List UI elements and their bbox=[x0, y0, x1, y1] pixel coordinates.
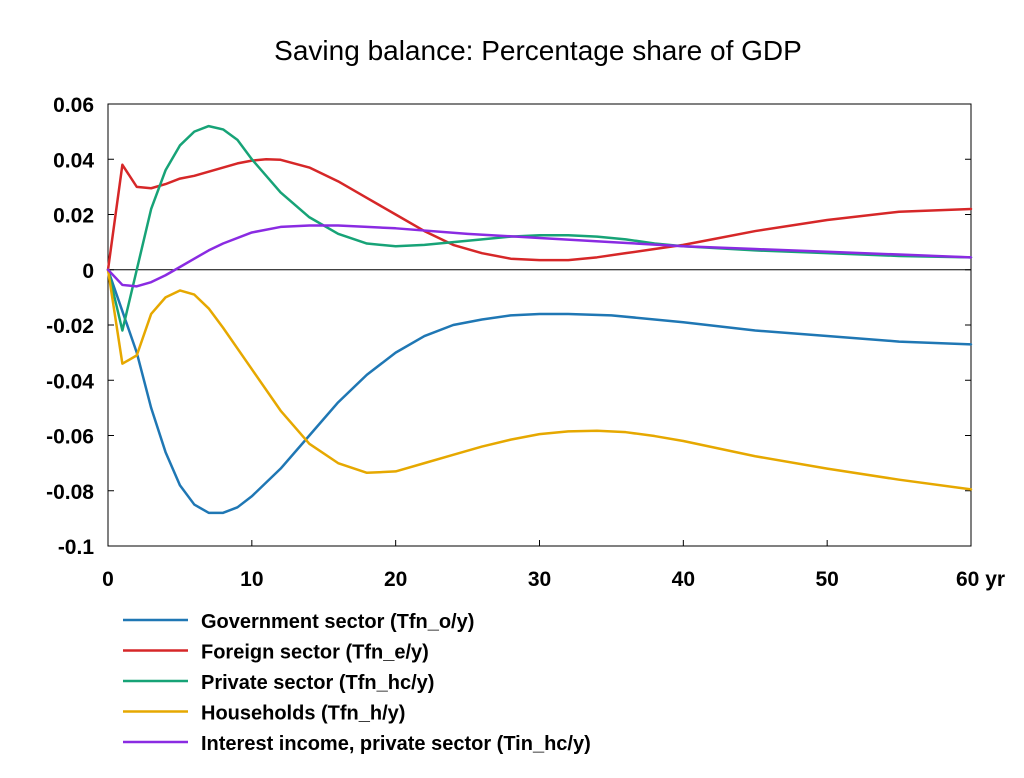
x-tick-label: 10 bbox=[240, 568, 263, 591]
y-tick-label: -0.06 bbox=[46, 426, 94, 449]
legend-label: Foreign sector (Tfn_e/y) bbox=[201, 642, 429, 664]
legend-label: Private sector (Tfn_hc/y) bbox=[201, 672, 434, 694]
legend-entry-5: Interest income, private sector (Tin_hc/… bbox=[123, 733, 591, 755]
x-tick-label: 60 yr bbox=[956, 568, 1005, 591]
y-tick-label: 0.02 bbox=[53, 205, 94, 228]
legend-label: Government sector (Tfn_o/y) bbox=[201, 611, 474, 633]
legend-label: Interest income, private sector (Tin_hc/… bbox=[201, 733, 591, 755]
y-tick-label: -0.02 bbox=[46, 315, 94, 338]
legend-label: Households (Tfn_h/y) bbox=[201, 703, 405, 725]
y-tick-label: -0.08 bbox=[46, 481, 94, 504]
x-tick-label: 0 bbox=[102, 568, 114, 591]
y-tick-label: 0.04 bbox=[53, 149, 94, 172]
legend-entry-4: Households (Tfn_h/y) bbox=[123, 703, 405, 725]
x-tick-label: 50 bbox=[815, 568, 838, 591]
y-tick-label: 0 bbox=[82, 260, 94, 283]
y-tick-label: -0.04 bbox=[46, 370, 94, 393]
chart-title: Saving balance: Percentage share of GDP bbox=[274, 35, 802, 66]
x-tick-label: 30 bbox=[528, 568, 551, 591]
series-line-1 bbox=[106, 268, 973, 515]
plot-area: 0.06 0.04 0.02 0 -0.02 -0.04 -0.06 -0.08 -0.1 0 10… bbox=[46, 94, 1005, 591]
x-tick-label: 20 bbox=[384, 568, 407, 591]
x-tick-label: 40 bbox=[672, 568, 695, 591]
series-line-3 bbox=[106, 124, 973, 332]
legend-entry-1: Government sector (Tfn_o/y) bbox=[123, 611, 474, 633]
legend: Government sector (Tfn_o/y) Foreign secto… bbox=[123, 611, 591, 755]
legend-entry-3: Private sector (Tfn_hc/y) bbox=[123, 672, 434, 694]
plot-frame bbox=[107, 103, 972, 547]
series-line-4 bbox=[106, 268, 973, 491]
legend-entry-2: Foreign sector (Tfn_e/y) bbox=[123, 642, 429, 664]
y-tick-label: -0.1 bbox=[58, 536, 95, 559]
y-tick-label: 0.06 bbox=[53, 94, 94, 117]
series-line-5 bbox=[106, 224, 973, 288]
